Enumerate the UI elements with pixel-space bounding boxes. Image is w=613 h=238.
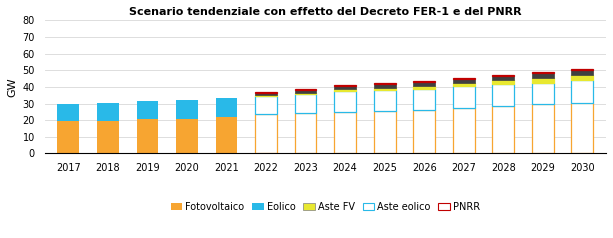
Bar	[255, 95, 277, 96]
Bar	[374, 111, 395, 154]
Bar	[334, 89, 356, 91]
Bar	[255, 92, 277, 93]
Bar	[453, 83, 474, 86]
Bar	[492, 80, 514, 84]
Bar	[374, 88, 395, 90]
Bar	[255, 96, 277, 114]
Bar	[58, 121, 79, 154]
Bar	[453, 108, 474, 154]
Bar	[374, 84, 395, 88]
Bar	[374, 83, 395, 84]
Bar	[334, 112, 356, 154]
Bar	[453, 86, 474, 108]
Bar	[137, 119, 158, 154]
Bar	[176, 100, 198, 119]
Bar	[295, 113, 316, 154]
Bar	[532, 78, 554, 83]
Bar	[492, 75, 514, 76]
Bar	[571, 69, 593, 74]
Bar	[176, 119, 198, 154]
Legend: Fotovoltaico, Eolico, Aste FV, Aste eolico, PNRR: Fotovoltaico, Eolico, Aste FV, Aste eoli…	[167, 198, 484, 216]
Bar	[571, 74, 593, 80]
Bar	[532, 104, 554, 154]
Bar	[216, 117, 237, 154]
Bar	[334, 91, 356, 112]
Bar	[255, 114, 277, 154]
Bar	[532, 73, 554, 78]
Bar	[413, 86, 435, 89]
Y-axis label: GW: GW	[7, 77, 17, 97]
Bar	[137, 101, 158, 119]
Bar	[413, 81, 435, 82]
Bar	[413, 89, 435, 110]
Bar	[334, 85, 356, 86]
Bar	[295, 94, 316, 113]
Bar	[97, 120, 119, 154]
Title: Scenario tendenziale con effetto del Decreto FER-1 e del PNRR: Scenario tendenziale con effetto del Dec…	[129, 7, 522, 17]
Bar	[295, 89, 316, 90]
Bar	[374, 90, 395, 111]
Bar	[413, 110, 435, 154]
Bar	[58, 104, 79, 121]
Bar	[295, 90, 316, 93]
Bar	[255, 93, 277, 95]
Bar	[571, 103, 593, 154]
Bar	[97, 103, 119, 120]
Bar	[413, 82, 435, 86]
Bar	[334, 86, 356, 89]
Bar	[453, 79, 474, 83]
Bar	[216, 98, 237, 117]
Bar	[532, 72, 554, 73]
Bar	[571, 80, 593, 103]
Bar	[453, 78, 474, 79]
Bar	[492, 106, 514, 154]
Bar	[492, 76, 514, 80]
Bar	[532, 83, 554, 104]
Bar	[295, 93, 316, 94]
Bar	[492, 84, 514, 106]
